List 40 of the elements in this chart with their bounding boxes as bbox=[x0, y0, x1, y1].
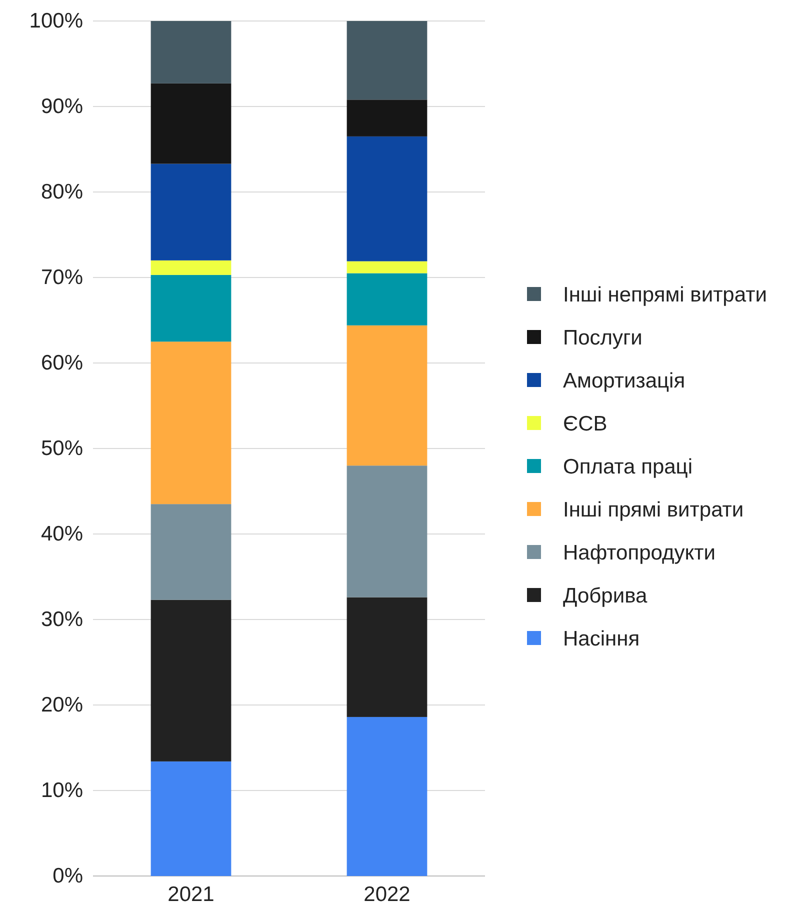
bar bbox=[150, 21, 232, 84]
bar bbox=[346, 136, 428, 262]
y-tick-label: 20% bbox=[40, 694, 83, 717]
y-tick-label: 100% bbox=[29, 10, 83, 33]
bar bbox=[346, 597, 428, 717]
y-tick-label: 40% bbox=[40, 522, 83, 546]
bar bbox=[346, 273, 428, 326]
bar bbox=[150, 600, 232, 762]
legend-label: Інші непрямі витрати bbox=[563, 283, 767, 306]
y-tick-label: 50% bbox=[40, 437, 83, 460]
bar bbox=[150, 342, 232, 504]
bar bbox=[150, 164, 232, 260]
legend-label: ЄСВ bbox=[563, 412, 608, 436]
y-tick-label: 60% bbox=[40, 352, 83, 375]
x-tick-label: 2022 bbox=[364, 882, 410, 906]
bar bbox=[346, 716, 428, 876]
legend-label: Амортизація bbox=[563, 369, 686, 392]
legend-label: Добрива bbox=[563, 584, 648, 608]
bar bbox=[150, 274, 232, 342]
legend-label: Оплата праці bbox=[563, 455, 692, 478]
bar bbox=[346, 261, 428, 274]
bar bbox=[150, 83, 232, 164]
bar bbox=[150, 504, 232, 600]
x-tick-label: 2021 bbox=[168, 882, 214, 906]
y-tick-label: 80% bbox=[40, 180, 83, 204]
bar bbox=[346, 100, 428, 136]
legend-label: Інші прямі витрати bbox=[563, 498, 744, 522]
y-tick-label: 10% bbox=[40, 779, 83, 802]
legend-label: Насіння bbox=[563, 627, 640, 650]
bar bbox=[346, 325, 428, 466]
bar bbox=[346, 466, 428, 598]
bar bbox=[150, 761, 232, 876]
y-tick-label: 90% bbox=[40, 95, 83, 118]
bar bbox=[150, 260, 232, 275]
y-tick-label: 30% bbox=[40, 608, 83, 632]
y-tick-label: 70% bbox=[40, 266, 83, 290]
legend-label: Послуги bbox=[563, 326, 642, 350]
y-tick-label: 0% bbox=[52, 864, 83, 888]
legend-label: Нафтопродукти bbox=[563, 541, 716, 564]
bar bbox=[346, 21, 428, 100]
